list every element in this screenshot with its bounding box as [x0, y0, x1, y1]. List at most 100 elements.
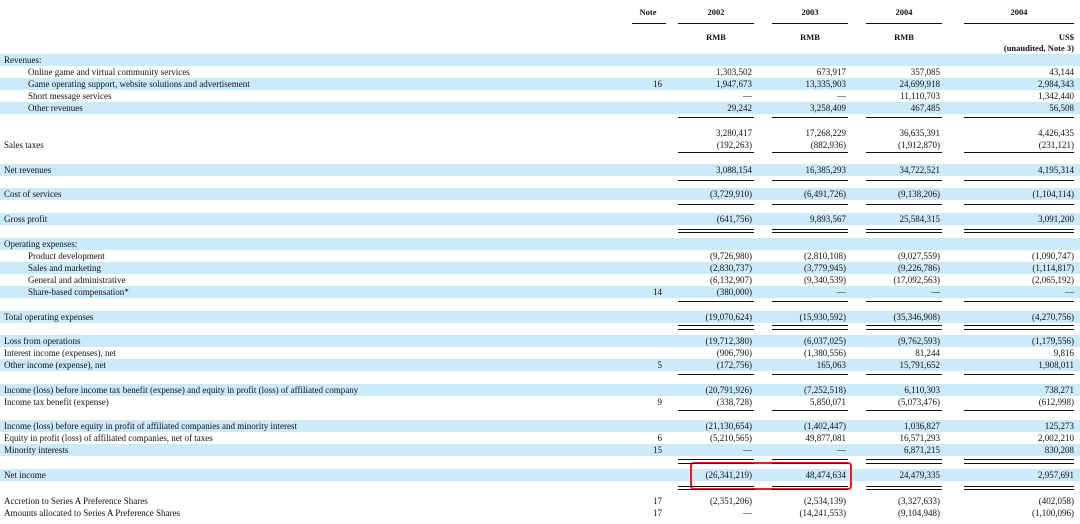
rule-line [964, 117, 1074, 118]
row-value-v2003: (1,380,556) [804, 348, 846, 358]
row-value-v2003: 49,877,081 [805, 433, 847, 443]
table-row: Income tax benefit (expense) 9 (338,728) 5,… [0, 396, 1080, 408]
rule-line [964, 232, 1074, 233]
row-value-v2002: (19,070,624) [705, 312, 753, 322]
row-label: Sales taxes [4, 140, 44, 150]
row-label: Other revenues [28, 103, 83, 113]
rule-line [964, 459, 1074, 460]
row-value-v2002: 3,088,154 [716, 165, 752, 175]
double-rule-line [964, 486, 1074, 490]
row-label: Interest income (expenses), net [4, 348, 116, 358]
rule-line [964, 301, 1074, 302]
rule-line [678, 229, 754, 230]
table-row: Gross profit (641,756) 9,893,567 25,584,315… [0, 213, 1080, 225]
unit-header-2003: RMB [800, 32, 820, 42]
row-value-v2004rmb: 15,791,652 [899, 360, 941, 370]
note-column-header: Note [639, 7, 657, 17]
table-row: Equity in profit (loss) of affiliated co… [0, 432, 1080, 444]
rule-line [964, 463, 1074, 464]
row-value-v2002: 3,280,417 [716, 128, 752, 138]
row-value-v2003: (6,037,025) [804, 336, 846, 346]
row-value-v2004rmb: 6,871,215 [904, 445, 940, 455]
row-value-v2004rmb: (9,226,786) [898, 263, 940, 273]
row-value-v2002: 1,303,502 [716, 67, 752, 77]
row-label: Product development [28, 251, 105, 261]
rule-line [964, 329, 1074, 330]
rule-line [866, 152, 942, 153]
row-value-v2004usd: (1,179,556) [1032, 336, 1074, 346]
row-value-v2004rmb: 34,722,521 [899, 165, 941, 175]
row-value-v2004rmb: 24,479,335 [899, 470, 941, 480]
table-row: Operating expenses: [0, 238, 1080, 250]
row-label: Loss from operations [4, 336, 81, 346]
row-value-v2002: — [743, 445, 752, 455]
year-header-2002: 2002 [707, 7, 725, 17]
row-label: Accretion to Series A Preference Shares [4, 496, 148, 506]
table-row: Game operating support, website solution… [0, 78, 1080, 90]
row-label: Equity in profit (loss) of affiliated co… [4, 433, 213, 443]
table-row: Net revenues 3,088,154 16,385,293 34,722,52… [0, 164, 1080, 176]
rule-line [866, 463, 942, 464]
row-value-v2003: 9,893,567 [810, 214, 846, 224]
row-value-v2003: — [837, 287, 846, 297]
row-label: Sales and marketing [28, 263, 101, 273]
table-row: Sales taxes (192,263) (882,936) (1,912,870)… [0, 139, 1080, 151]
row-value-v2003: 16,385,293 [805, 165, 847, 175]
row-value-v2004usd: 3,091,200 [1038, 214, 1074, 224]
row-value-v2002: (906,790) [716, 348, 752, 358]
rule-line [866, 204, 942, 205]
rule-line [964, 204, 1074, 205]
rule-line [772, 152, 848, 153]
row-value-v2004usd: — [1065, 287, 1074, 297]
rule-line [866, 374, 942, 375]
rule-line [678, 204, 754, 205]
row-value-v2004usd: (1,090,747) [1032, 251, 1074, 261]
row-value-v2002: (5,210,565) [710, 433, 752, 443]
row-value-v2002: 1,947,673 [716, 79, 752, 89]
row-value-v2004rmb: 81,244 [915, 348, 940, 358]
row-value-v2004rmb: 467,485 [910, 103, 940, 113]
row-value-v2003: (14,241,553) [799, 508, 847, 518]
rule-line [678, 459, 754, 460]
table-row: Total operating expenses (19,070,624) (15,… [0, 311, 1080, 323]
table-row: Revenues: [0, 54, 1080, 66]
row-label: Game operating support, website solution… [28, 79, 250, 89]
table-row: Amounts allocated to Series A Preference… [0, 507, 1080, 519]
year-header-2003: 2003 [801, 7, 819, 17]
rule-line [678, 329, 754, 330]
double-rule-line [772, 486, 848, 490]
row-note: 16 [653, 79, 662, 89]
row-value-v2004rmb: (17,092,563) [893, 275, 941, 285]
row-value-v2004rmb: (9,104,948) [898, 508, 940, 518]
rule-line [964, 229, 1074, 230]
rule-line [866, 117, 942, 118]
table-row: Minority interests 15 — — 6,871,215 830,208 [0, 444, 1080, 456]
row-value-v2003: 48,474,634 [805, 470, 847, 480]
table-row: Product development (9,726,980) (2,810,108… [0, 250, 1080, 262]
row-value-v2002: (6,132,907) [710, 275, 752, 285]
rule-line [964, 152, 1074, 153]
row-value-v2004usd: 43,144 [1049, 67, 1074, 77]
year-header-2004-rmb: 2004 [895, 7, 913, 17]
rule-line [678, 463, 754, 464]
row-note: 17 [653, 508, 662, 518]
row-value-v2003: — [837, 445, 846, 455]
rule-line [678, 117, 754, 118]
row-value-v2004usd: 4,426,435 [1038, 128, 1074, 138]
rule-line [772, 374, 848, 375]
row-value-v2002: (380,000) [716, 287, 752, 297]
row-note: 9 [657, 397, 663, 407]
row-value-v2003: (3,779,945) [804, 263, 846, 273]
rule-line [866, 329, 942, 330]
table-row: 3,280,417 17,268,229 36,635,391 4,426,435 [0, 127, 1080, 139]
row-value-v2004usd: 2,984,343 [1038, 79, 1074, 89]
row-value-v2003: (15,930,592) [799, 312, 847, 322]
row-value-v2002: (641,756) [716, 214, 752, 224]
row-value-v2002: (9,726,980) [710, 251, 752, 261]
table-row: Share-based compensation* 14 (380,000) — — — [0, 286, 1080, 298]
row-value-v2004usd: (231,121) [1038, 140, 1074, 150]
row-label: Other income (expense), net [4, 360, 106, 370]
row-value-v2002: (192,263) [716, 140, 752, 150]
row-label: Net revenues [4, 165, 52, 175]
